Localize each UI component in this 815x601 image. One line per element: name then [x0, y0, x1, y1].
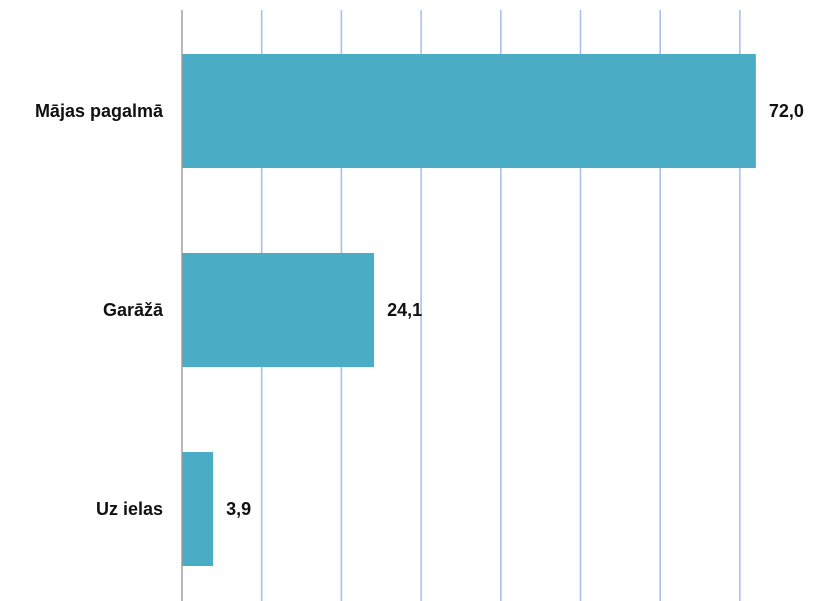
value-label-1: 72,0	[769, 101, 804, 121]
category-label-1: Mājas pagalmā	[35, 101, 164, 121]
labels-layer: Mājas pagalmā 72,0 Garāžā 24,1 Uz ielas 3,9	[35, 101, 804, 519]
value-label-2: 24,1	[387, 300, 422, 320]
category-label-2: Garāžā	[103, 300, 164, 320]
category-label-3: Uz ielas	[96, 499, 163, 519]
bar-2	[182, 253, 375, 367]
value-label-3: 3,9	[226, 499, 251, 519]
bar-1	[182, 54, 756, 168]
bars-layer	[182, 54, 756, 566]
bar-3	[182, 452, 214, 566]
